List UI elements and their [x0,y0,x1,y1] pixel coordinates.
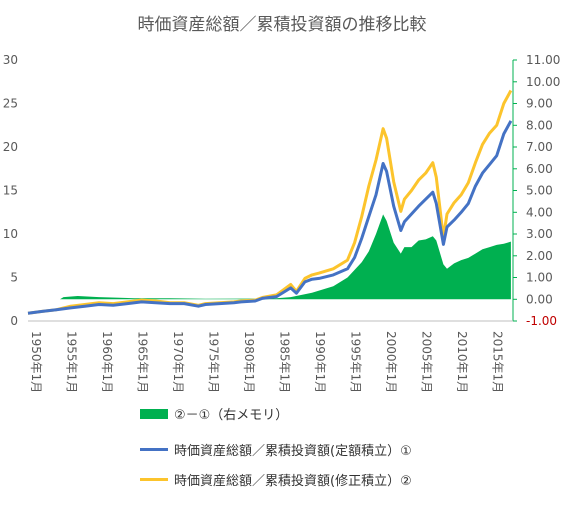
x-tick-text: 1990年1月 [313,331,327,393]
x-tick-text: 2000年1月 [384,331,398,393]
x-tick-text: 1955年1月 [65,331,79,393]
x-tick-text: 1975年1月 [207,331,221,393]
left-tick-label: 10 [3,227,18,241]
area-layer [60,214,511,300]
right-tick-label: 6.00 [526,162,553,176]
x-tick-text: 1960年1月 [100,331,114,393]
x-tick-label: 1975年1月 [207,331,221,393]
right-tick-label: 10.00 [526,75,560,89]
x-axis-ticks: 1950年1月 1955年1月 1960年1月 1965年1月 1970年1月 1975年… [29,331,505,393]
x-tick-text: 1970年1月 [171,331,185,393]
x-tick-text: 2015年1月 [491,331,505,393]
left-tick-label: 15 [3,184,18,198]
right-tick-label: 4.00 [526,205,553,219]
right-tick-label: 1.00 [526,271,553,285]
x-tick-label: 1955年1月 [65,331,79,393]
right-tick-label: 2.00 [526,249,553,263]
x-tick-label: 2005年1月 [420,331,434,393]
x-tick-label: 1985年1月 [278,331,292,393]
legend-item-diff: ②－①（右メモリ） [140,404,288,423]
series-line-1 [27,120,513,315]
x-tick-label: 1965年1月 [136,331,150,393]
legend-label-modified: 時価資産総額／累積投資額(修正積立）② [174,474,412,489]
x-tick-label: 1990年1月 [313,331,327,393]
left-tick-label: 5 [10,271,18,285]
x-tick-text: 1950年1月 [29,331,43,393]
x-tick-text: 1985年1月 [278,331,292,393]
x-tick-label: 2015年1月 [491,331,505,393]
x-tick-label: 1970年1月 [171,331,185,393]
right-tick-label: 0.00 [526,292,553,306]
left-axis-ticks: 0 5 10 15 20 25 30 [3,53,18,328]
left-tick-label: 25 [3,97,18,111]
legend-swatch-green [140,408,168,419]
legend-item-fixed: 時価資産総額／累積投資額(定額積立）① [140,440,412,459]
x-tick-text: 2005年1月 [420,331,434,393]
chart-title: 時価資産総額／累積投資額の推移比較 [138,15,427,35]
x-tick-text: 1995年1月 [349,331,363,393]
right-tick-label: 5.00 [526,184,553,198]
x-tick-text: 2010年1月 [455,331,469,393]
legend-label-diff: ②－①（右メモリ） [174,408,289,423]
right-tick-label: -1.00 [526,314,557,328]
left-tick-label: 20 [3,140,18,154]
legend-swatch-blue [140,448,168,451]
right-tick-label: 11.00 [526,53,560,67]
x-tick-label: 1995年1月 [349,331,363,393]
x-tick-label: 1960年1月 [100,331,114,393]
x-tick-label: 1980年1月 [242,331,256,393]
line-layer [27,89,513,315]
right-tick-label: 9.00 [526,97,553,111]
left-tick-label: 30 [3,53,18,67]
legend-label-fixed: 時価資産総額／累積投資額(定額積立）① [174,444,412,459]
right-tick-label: 7.00 [526,140,553,154]
legend-swatch-yellow [140,478,168,481]
x-tick-text: 1980年1月 [242,331,256,393]
left-tick-label: 0 [10,314,18,328]
series-line-2 [27,89,513,315]
x-tick-label: 2010年1月 [455,331,469,393]
x-tick-label: 1950年1月 [29,331,43,393]
series-area-0 [60,214,511,300]
right-axis-ticks: -1.00 0.00 1.00 2.00 3.00 4.00 5.00 6.00 7.00 8.0… [513,53,560,328]
right-tick-label: 3.00 [526,227,553,241]
x-tick-label: 2000年1月 [384,331,398,393]
right-tick-label: 8.00 [526,118,553,132]
legend-item-modified: 時価資産総額／累積投資額(修正積立）② [140,470,412,489]
x-tick-text: 1965年1月 [136,331,150,393]
